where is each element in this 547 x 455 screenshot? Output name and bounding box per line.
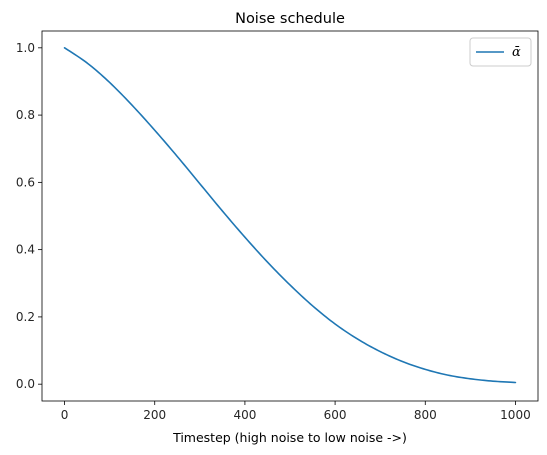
chart-title: Noise schedule <box>235 11 345 27</box>
x-tick-label: 1000 <box>500 408 531 422</box>
x-axis-ticks: 0 200 400 600 800 1000 <box>61 401 531 422</box>
plot-area-frame <box>41 30 539 402</box>
y-tick-label: 0.8 <box>16 108 35 122</box>
y-tick-label: 0.2 <box>16 310 35 324</box>
y-tick-label: 0.0 <box>16 377 35 391</box>
legend: ᾱ <box>469 37 532 67</box>
x-tick-label: 200 <box>143 408 166 422</box>
x-tick-label: 800 <box>414 408 437 422</box>
legend-label: ᾱ <box>512 45 521 60</box>
x-tick-label: 400 <box>233 408 256 422</box>
alpha-bar-series-line <box>63 47 517 384</box>
y-axis-ticks: 0.0 0.2 0.4 0.6 0.8 1.0 <box>16 41 42 391</box>
x-axis-label: Timestep (high noise to low noise ->) <box>172 430 407 445</box>
x-tick-label: 600 <box>324 408 347 422</box>
x-tick-label: 0 <box>61 408 69 422</box>
y-tick-label: 1.0 <box>16 41 35 55</box>
y-tick-label: 0.6 <box>16 175 35 189</box>
y-tick-label: 0.4 <box>16 243 35 257</box>
